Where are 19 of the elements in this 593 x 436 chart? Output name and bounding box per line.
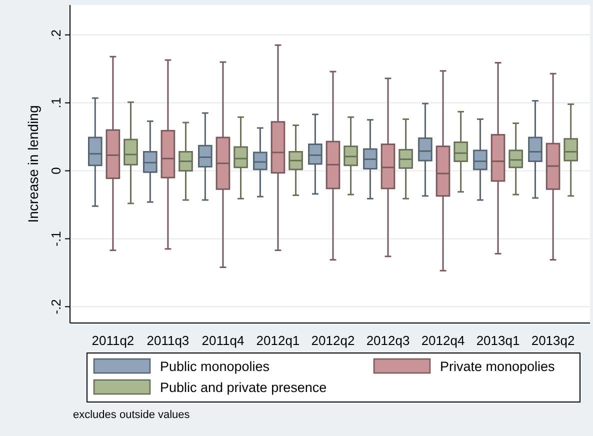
x-tick-label: 2011q3 xyxy=(146,333,190,348)
text: excludes outside values xyxy=(73,409,190,421)
y-tick-label: -.2 xyxy=(48,299,64,314)
y-tick-label: .1 xyxy=(48,97,64,108)
x-tick-label: 2011q2 xyxy=(92,333,134,348)
x-tick-label: 2012q3 xyxy=(366,333,410,348)
x-tick-label: 2012q1 xyxy=(256,333,300,348)
y-tick-label: -.1 xyxy=(48,231,64,246)
y-axis-title: Increase in lending xyxy=(25,105,41,223)
legend-label: Public monopolies xyxy=(160,359,270,374)
x-tick-label: 2013q2 xyxy=(531,333,575,348)
y-tick-label: 0 xyxy=(48,167,64,174)
x-tick-label: 2012q2 xyxy=(311,333,355,348)
x-tick-label: 2012q4 xyxy=(421,333,465,348)
legend-label: Private monopolies xyxy=(440,359,556,374)
x-tick-label: 2011q4 xyxy=(202,333,244,348)
y-tick-label: .2 xyxy=(48,29,64,40)
legend-label: Public and private presence xyxy=(160,380,327,395)
x-tick-label: 2013q1 xyxy=(476,333,520,348)
